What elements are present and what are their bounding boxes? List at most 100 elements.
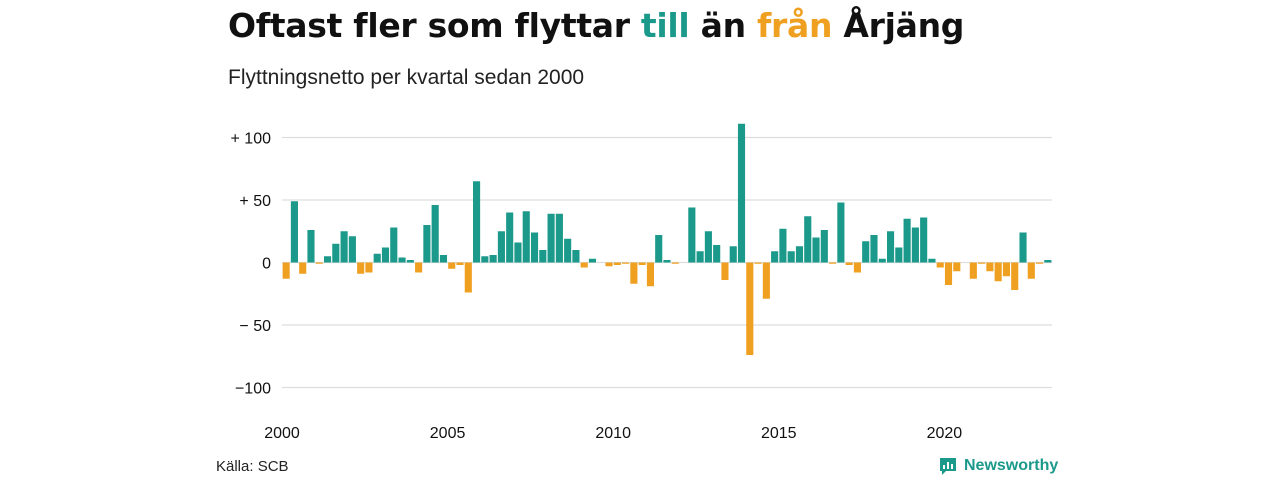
x-tick-label: 2000 [264,425,300,442]
bar [911,227,919,263]
x-tick-label: 2010 [595,425,631,442]
bar [323,256,332,263]
y-tick-label: − 50 [239,318,271,335]
bar [837,202,845,263]
bar [439,255,448,263]
y-tick-label: + 50 [239,193,271,210]
newsworthy-logo-icon [940,458,956,475]
title-in-word: till [640,6,690,45]
bar [415,262,423,273]
bar [820,230,828,263]
bar [481,256,489,263]
bar [348,236,356,263]
bar [787,251,795,263]
bar [994,262,1002,282]
bar [539,250,547,263]
bar [522,211,530,263]
bar [489,255,497,263]
y-tick-label: + 100 [231,131,272,148]
title-suffix: Årjäng [832,6,965,45]
bar [878,258,886,263]
bar [622,262,630,264]
bar [903,218,911,263]
bar [920,217,928,263]
bar [754,262,762,264]
x-tick-label: 2005 [430,425,466,442]
bar [530,232,539,263]
bar [853,262,861,273]
bar [390,227,398,263]
x-tick-label: 2015 [761,425,797,442]
bar [704,231,712,263]
brand-logo: Newsworthy [938,456,1058,476]
bar [497,231,505,263]
bar [431,205,439,263]
bar [936,262,944,268]
bar [779,228,787,263]
bar [771,251,779,263]
bar [953,262,961,272]
bar [588,258,597,263]
bar [762,262,770,299]
bar [1019,232,1027,263]
chart-title: Oftast fler som flyttar till än från Årj… [228,6,964,45]
bar [307,230,315,263]
bar [1027,262,1035,279]
bar [721,262,729,280]
chart-subtitle: Flyttningsnetto per kvartal sedan 2000 [228,66,585,89]
source-label: Källa: SCB [216,458,289,475]
title-prefix: Oftast fler som flyttar [228,6,641,45]
title-out-word: från [756,6,833,45]
bar [713,245,721,263]
bar [464,262,472,293]
bar [473,181,481,263]
bar [406,260,414,263]
bar [299,262,307,274]
bar [870,235,878,263]
bar [862,241,870,263]
bar [696,251,704,263]
bar [630,262,638,284]
bar [506,212,514,263]
bar [448,262,456,269]
bar [928,258,936,263]
bar [845,262,853,265]
bar [373,253,381,263]
bar [746,262,754,355]
bar [804,216,812,263]
bar [580,262,588,268]
bar [986,262,994,272]
bar [315,262,323,264]
bar [729,246,737,263]
bar [564,238,572,263]
bar [638,262,646,265]
y-tick-label: −100 [235,381,271,398]
bar [613,262,621,265]
bar [737,123,746,263]
bar [829,262,837,264]
bar [978,262,986,264]
bar [290,201,298,263]
bar [886,231,895,263]
bar [357,262,365,274]
brand-name: Newsworthy [964,457,1059,474]
bar [340,231,348,263]
bar [605,262,613,267]
bar [969,262,977,279]
bar [1044,260,1052,263]
bar [282,262,290,279]
bar [1011,262,1019,290]
title-mid: än [689,6,757,45]
bar [332,243,340,263]
bar [812,237,820,263]
x-tick-label: 2020 [927,425,963,442]
bar [944,262,953,285]
bar [381,247,390,263]
bar [1002,262,1011,277]
bar [456,262,464,265]
bar [555,213,563,263]
bar [795,246,804,263]
bar [365,262,373,273]
bar [1036,262,1044,264]
